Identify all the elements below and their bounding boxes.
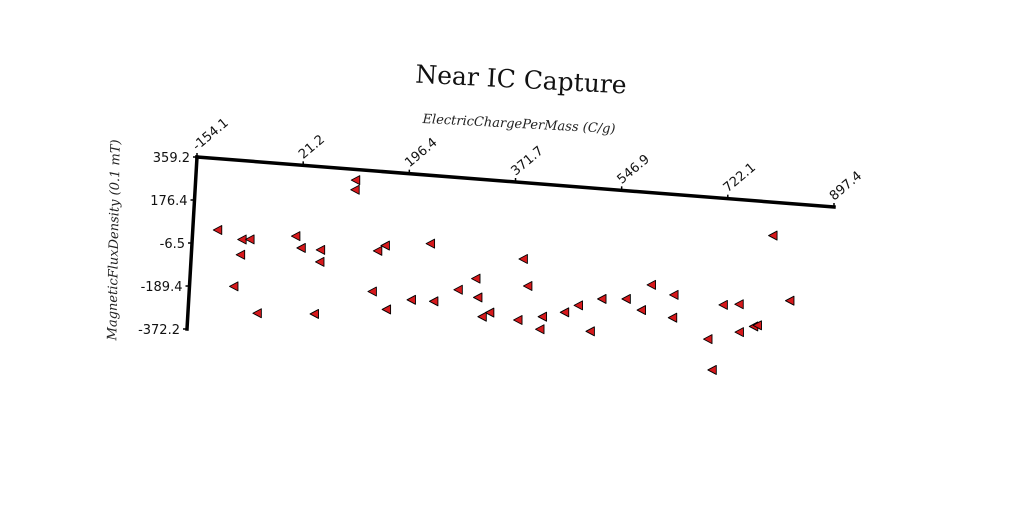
data-point bbox=[667, 312, 678, 323]
x-tick-label: 371.7 bbox=[508, 144, 546, 179]
data-point bbox=[473, 292, 483, 303]
data-point bbox=[252, 308, 262, 319]
data-point bbox=[484, 307, 495, 318]
data-point bbox=[768, 230, 778, 241]
x-tick-label: 546.9 bbox=[615, 152, 653, 187]
data-point bbox=[537, 311, 548, 322]
data-point bbox=[718, 299, 728, 310]
data-point bbox=[597, 293, 607, 304]
data-point bbox=[734, 327, 744, 338]
data-point bbox=[471, 273, 481, 284]
data-point bbox=[752, 320, 762, 331]
data-point bbox=[621, 293, 631, 304]
x-tick-label: 897.4 bbox=[827, 169, 865, 204]
data-point bbox=[522, 281, 533, 291]
x-tick-label: -154.1 bbox=[190, 116, 232, 154]
data-point bbox=[229, 281, 239, 292]
data-point bbox=[372, 245, 383, 256]
data-point bbox=[513, 315, 523, 325]
data-point bbox=[535, 324, 545, 335]
data-point bbox=[428, 296, 439, 307]
data-point bbox=[453, 284, 463, 295]
data-point bbox=[237, 234, 247, 245]
y-ticks: 359.2 176.4 -6.5 -189.4 -372.2 bbox=[138, 151, 198, 338]
data-point bbox=[235, 249, 246, 260]
x-tick-label: 722.1 bbox=[721, 160, 759, 195]
data-point bbox=[315, 244, 326, 255]
y-tick-label: -189.4 bbox=[141, 280, 183, 295]
chart-title: Near IC Capture bbox=[415, 59, 628, 99]
data-point bbox=[381, 304, 392, 315]
data-point bbox=[559, 307, 570, 318]
data-point bbox=[573, 300, 583, 311]
data-point bbox=[350, 184, 360, 195]
data-point bbox=[309, 308, 319, 319]
data-point bbox=[380, 240, 390, 251]
data-point bbox=[406, 294, 416, 305]
data-point bbox=[785, 295, 795, 306]
y-tick-label: -372.2 bbox=[138, 323, 180, 338]
data-point bbox=[734, 299, 744, 310]
data-point bbox=[367, 286, 377, 297]
data-point bbox=[703, 334, 713, 345]
data-point bbox=[518, 254, 528, 264]
data-point bbox=[669, 289, 679, 300]
data-point bbox=[350, 175, 361, 186]
data-point bbox=[212, 225, 223, 235]
y-axis-label: MagneticFluxDensity (0.1 mT) bbox=[105, 139, 124, 341]
data-points bbox=[212, 175, 795, 375]
data-point bbox=[707, 364, 717, 375]
data-point bbox=[245, 234, 255, 245]
data-point bbox=[425, 238, 436, 249]
x-tick-label: 21.2 bbox=[296, 132, 328, 162]
x-axis-label: ElectricChargePerMass (C/g) bbox=[421, 112, 616, 137]
data-point bbox=[315, 256, 325, 267]
x-tick-label: 196.4 bbox=[402, 135, 440, 170]
y-tick-label: 176.4 bbox=[150, 194, 187, 209]
data-point bbox=[296, 242, 306, 253]
data-point bbox=[477, 311, 487, 322]
y-tick-label: 359.2 bbox=[153, 151, 190, 166]
data-point bbox=[290, 231, 301, 242]
data-point bbox=[585, 326, 595, 337]
data-point bbox=[646, 279, 656, 290]
data-point bbox=[636, 305, 646, 316]
y-tick-label: -6.5 bbox=[160, 237, 185, 252]
